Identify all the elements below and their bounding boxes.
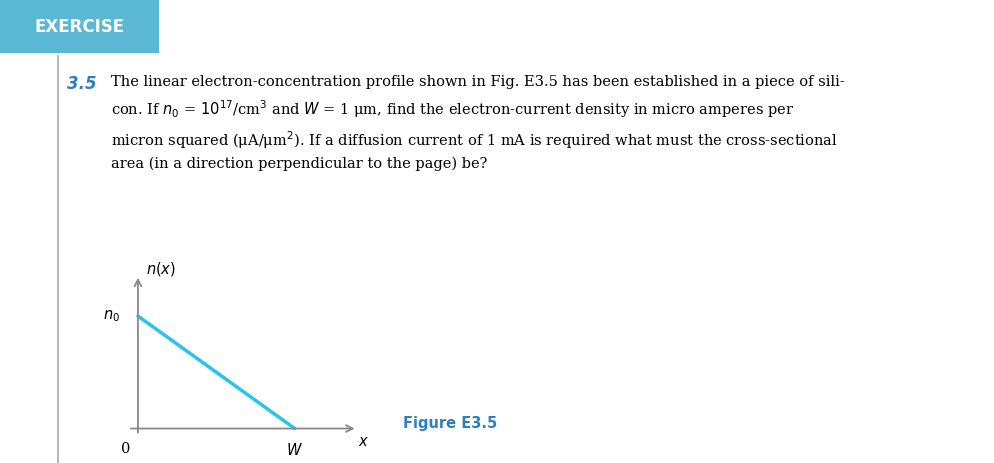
Text: $n(x)$: $n(x)$ (146, 260, 176, 278)
Text: $W$: $W$ (286, 442, 303, 458)
Text: 0: 0 (121, 442, 131, 456)
Text: The linear electron-concentration profile shown in Fig. E3.5 has been establishe: The linear electron-concentration profil… (111, 75, 844, 171)
Text: 3.5: 3.5 (67, 75, 96, 93)
Text: $n_0$: $n_0$ (103, 308, 120, 324)
Text: EXERCISE: EXERCISE (35, 18, 124, 36)
Text: $x$: $x$ (358, 435, 369, 450)
Text: Figure E3.5: Figure E3.5 (403, 416, 497, 431)
Bar (0, 0, 159, 53)
